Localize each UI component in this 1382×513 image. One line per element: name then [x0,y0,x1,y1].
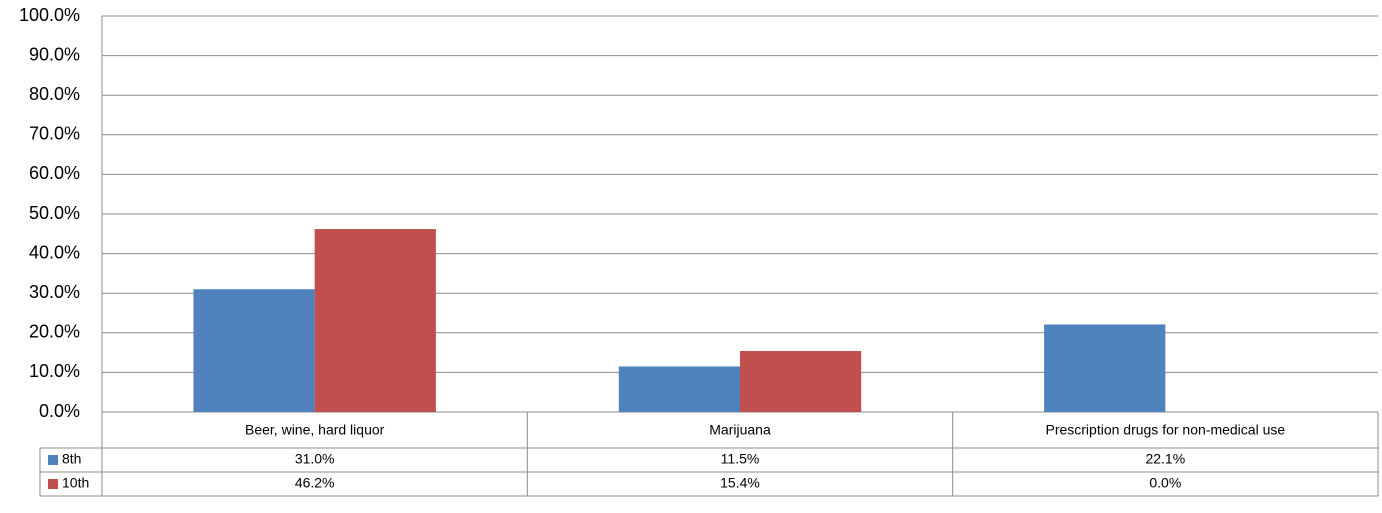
data-label: 22.1% [1145,451,1185,467]
bar [740,351,862,412]
data-label: 15.4% [720,475,760,491]
y-tick-label: 30.0% [29,282,80,302]
legend-key [48,455,58,465]
y-tick-label: 40.0% [29,242,80,262]
y-tick-label: 80.0% [29,84,80,104]
y-tick-label: 90.0% [29,44,80,64]
bar [1044,324,1166,412]
y-tick-label: 100.0% [19,5,80,25]
data-label: 31.0% [295,451,335,467]
bar [193,289,315,412]
y-tick-label: 0.0% [39,401,80,421]
x-tick-label: Prescription drugs for non-medical use [1045,422,1285,438]
data-label: 46.2% [295,475,335,491]
legend-key [48,479,58,489]
y-tick-label: 60.0% [29,163,80,183]
legend-label: 10th [62,475,89,491]
bar [314,229,436,412]
data-label: 0.0% [1149,475,1181,491]
y-tick-label: 10.0% [29,361,80,381]
y-tick-label: 70.0% [29,124,80,144]
y-tick-label: 50.0% [29,203,80,223]
bar [618,366,740,412]
x-tick-label: Beer, wine, hard liquor [245,422,385,438]
data-label: 11.5% [721,451,760,467]
x-tick-label: Marijuana [709,422,771,438]
legend-label: 8th [62,451,81,467]
y-tick-label: 20.0% [29,322,80,342]
